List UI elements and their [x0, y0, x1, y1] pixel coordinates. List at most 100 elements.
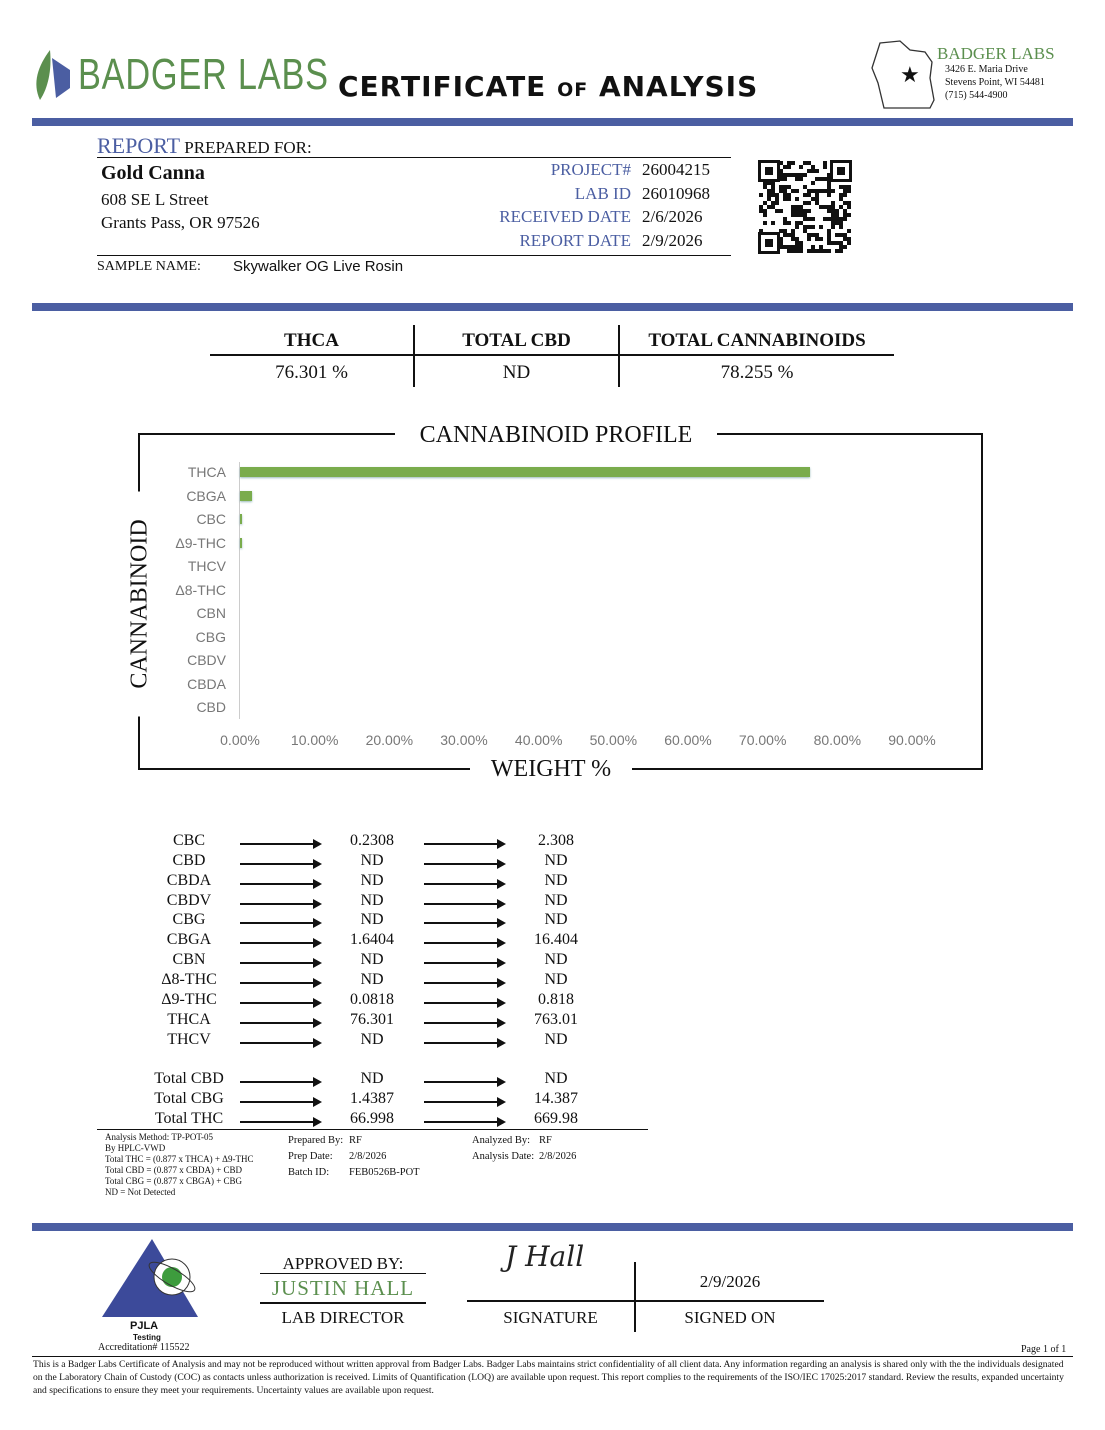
info-row: Prepared By: RF — [288, 1133, 420, 1149]
chart-category-label: Δ8-THC — [175, 581, 226, 598]
table-cell-weight: ND — [360, 851, 384, 869]
info-value: 2/8/2026 — [539, 1151, 577, 1162]
sample-name-label: SAMPLE NAME: — [97, 259, 201, 274]
chart-category-label: CBGA — [186, 487, 226, 504]
arrow-icon — [424, 997, 506, 1008]
info-label: Prepared By: — [288, 1135, 344, 1146]
pjla-logo-icon — [102, 1239, 198, 1317]
arrow-icon — [424, 1017, 506, 1028]
info-label: Prep Date: — [288, 1151, 333, 1162]
summary-thca-label: THCA — [284, 330, 339, 351]
method-note-line: Total CBD = (0.877 x CBDA) + CBD — [105, 1165, 243, 1175]
info-value: 2/8/2026 — [349, 1151, 387, 1162]
table-cell-weight: ND — [360, 871, 384, 889]
arrow-icon — [424, 977, 506, 988]
table-cell-weight: 1.6404 — [350, 931, 394, 949]
meta-value: 26010968 — [642, 183, 710, 203]
chart-x-tick: 20.00% — [365, 732, 414, 748]
table-cell-mgg: ND — [544, 911, 568, 929]
summary-total-cannabinoids-value: 78.255 % — [720, 362, 794, 383]
wisconsin-map-icon: ★ — [871, 40, 935, 109]
prep-info: Prepared By: RF Prep Date: 2/8/2026 Batch ID… — [288, 1133, 420, 1181]
chart-title: CANNABINOID PROFILE — [395, 422, 717, 448]
chart-x-tick: 30.00% — [440, 732, 488, 748]
method-note-line: Total THC = (0.877 x THCA) + Δ9-THC — [105, 1154, 254, 1164]
table-cell-mgg: 14.387 — [534, 1089, 578, 1107]
arrow-icon — [240, 918, 322, 929]
chart-category-label: CBDA — [187, 675, 226, 692]
meta-label: REPORT DATE — [519, 230, 631, 250]
summary-total-cannabinoids-label: TOTAL CANNABINOIDS — [648, 330, 866, 351]
table-cell-weight: ND — [360, 891, 384, 909]
info-row: Analyzed By: RF — [472, 1133, 576, 1149]
table-cell-mgg: ND — [544, 1070, 568, 1087]
table-cell-cannabinoid: Δ9-THC — [161, 990, 217, 1008]
table-cell-weight: ND — [360, 970, 384, 988]
chart-category-label: CBDV — [187, 652, 226, 668]
summary-total-cbd-value: ND — [502, 362, 531, 383]
table-cell-weight: ND — [360, 1070, 384, 1087]
table-cell-mgg: ND — [544, 1030, 568, 1048]
table-cell-weight: 66.998 — [350, 1109, 394, 1127]
chart-x-tick: 70.00% — [738, 732, 787, 748]
meta-label: PROJECT# — [550, 160, 631, 179]
chart-x-tick: 10.00% — [290, 732, 339, 748]
info-value: RF — [539, 1135, 552, 1146]
chart-category-label: CBC — [196, 511, 226, 527]
arrow-icon — [424, 1037, 506, 1048]
testing-label: Testing — [133, 1333, 161, 1342]
table-cell-mgg: ND — [544, 970, 568, 988]
table-cell-weight: 76.301 — [350, 1010, 394, 1028]
chart-category-label: CBN — [196, 605, 226, 621]
arrow-icon — [240, 1116, 322, 1127]
arrow-icon — [240, 839, 322, 849]
table-header-mgg: MG/G — [535, 811, 577, 827]
table-cell-mgg: 0.818 — [538, 990, 574, 1008]
table-cell-weight: 0.0818 — [350, 990, 394, 1008]
chart-x-tick: 50.00% — [589, 732, 638, 748]
report-prepared-for: REPORT PREPARED FOR: — [97, 133, 312, 158]
method-note-line: Analysis Method: TP-POT-05 — [105, 1132, 214, 1142]
arrow-icon — [424, 1077, 506, 1087]
qr-code-icon[interactable] — [758, 160, 852, 254]
table-cell-mgg: ND — [544, 871, 568, 889]
method-note-line: Total CBG = (0.877 x CBGA) + CBG — [105, 1176, 243, 1186]
chart-x-label: WEIGHT % — [470, 756, 632, 784]
client-city: Grants Pass, OR 97526 — [101, 213, 260, 232]
table-cell-weight: ND — [360, 911, 384, 929]
table-cell-cannabinoid: CBGA — [166, 931, 212, 949]
chart-y-axis — [239, 462, 240, 719]
chart-category-label: THCA — [187, 464, 226, 480]
arrow-icon — [424, 1116, 506, 1127]
meta-value: 2/9/2026 — [642, 230, 703, 250]
arrow-icon — [424, 858, 506, 869]
chart-x-tick: 40.00% — [514, 732, 563, 748]
document-title: CERTIFICATE OF ANALYSIS — [338, 70, 759, 103]
approver-role: LAB DIRECTOR — [281, 1308, 405, 1327]
table-cell-cannabinoid: CBN — [172, 951, 206, 969]
table-cell-weight: ND — [360, 951, 384, 969]
approved-by-label: APPROVED BY: — [282, 1254, 404, 1273]
arrow-icon — [424, 1096, 506, 1107]
table-cell-cannabinoid: THCA — [167, 1010, 211, 1028]
meta-label: LAB ID — [574, 183, 631, 203]
analysis-method-notes: Analysis Method: TP-POT-05 By HPLC-VWD Tot… — [105, 1132, 253, 1198]
table-header-weight: WEIGHT % — [331, 811, 414, 827]
chart-y-label: CANNABINOID — [126, 491, 155, 717]
chart-frame — [138, 433, 983, 770]
info-row: Prep Date: 2/8/2026 — [288, 1149, 420, 1165]
info-value: FEB0526B-POT — [349, 1167, 420, 1178]
method-note-line: ND = Not Detected — [105, 1187, 176, 1197]
chart-category-label: THCV — [187, 558, 226, 574]
table-cell-cannabinoid: CBC — [172, 832, 205, 849]
chart-x-tick: 80.00% — [813, 732, 862, 748]
chart-category-label: Δ9-THC — [175, 534, 226, 551]
sample-name: Skywalker OG Live Rosin — [233, 258, 404, 275]
chart-x-tick: 60.00% — [664, 732, 712, 748]
section-divider — [32, 303, 1073, 311]
disclaimer: This is a Badger Labs Certificate of Ana… — [33, 1359, 1064, 1396]
summary-total-cbd-label: TOTAL CBD — [462, 330, 571, 351]
table-cell-cannabinoid: Total CBD — [154, 1070, 224, 1087]
method-note-line: By HPLC-VWD — [105, 1143, 166, 1153]
chart-bar-Δ9-THC — [240, 537, 242, 548]
